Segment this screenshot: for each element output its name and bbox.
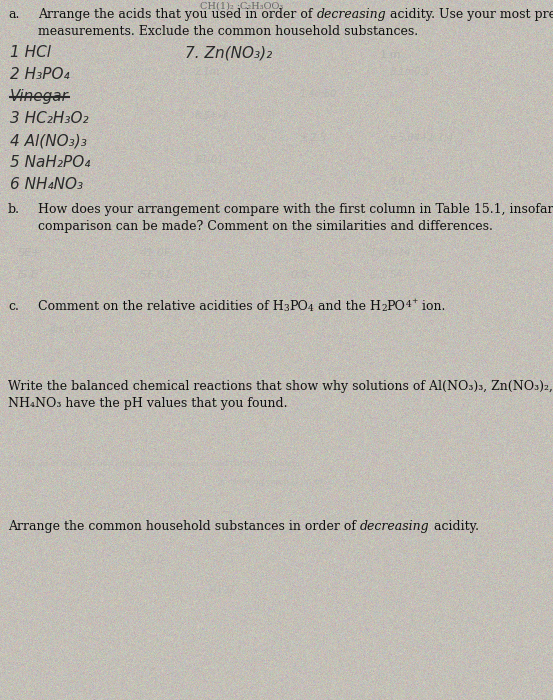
Text: 0.S: 0.S <box>290 270 308 280</box>
Text: 41.0: 41.0 <box>140 555 165 565</box>
Text: NH₄NO₃ have the pH values that you found.: NH₄NO₃ have the pH values that you found… <box>8 397 288 410</box>
Text: 2 H₃PO₄: 2 H₃PO₄ <box>10 67 70 82</box>
Text: JS E: JS E <box>18 270 39 280</box>
Text: c.: c. <box>8 300 19 313</box>
Text: 1.40.50: 1.40.50 <box>300 89 337 99</box>
Text: 9.0: 9.0 <box>390 177 405 187</box>
Text: decreasing: decreasing <box>316 8 386 21</box>
Text: How does your arrangement compare with the first column in Table 15.1, insofar a: How does your arrangement compare with t… <box>38 203 553 216</box>
Text: measurements. Exclude the common household substances.: measurements. Exclude the common househo… <box>38 25 418 38</box>
Text: comparison can be made? Comment on the similarities and differences.: comparison can be made? Comment on the s… <box>38 220 493 233</box>
Text: increasing ramp (1):5.0%: increasing ramp (1):5.0% <box>220 478 327 486</box>
Text: PO: PO <box>289 300 308 313</box>
Text: ±.2.5: ±.2.5 <box>300 133 327 143</box>
Text: 41.0F: 41.0F <box>140 248 171 258</box>
Text: 3: 3 <box>284 304 289 313</box>
Text: 4: 4 <box>405 300 411 309</box>
Text: 2.1m: 2.1m <box>195 67 220 77</box>
Text: 1 HCl: 1 HCl <box>10 45 51 60</box>
Text: Arrange the acids that you used in order of: Arrange the acids that you used in order… <box>38 8 316 21</box>
Text: bottom of this cell nos alline alluse aone-m of and Gi(NO₃) mbastno: bottom of this cell nos alline alluse ao… <box>18 460 302 468</box>
Text: 5 NaH₂PO₄: 5 NaH₂PO₄ <box>10 155 90 170</box>
Text: a.: a. <box>8 8 19 21</box>
Text: 1.4th-14: 1.4th-14 <box>370 248 411 258</box>
Text: 3 HC₂H₃O₂: 3 HC₂H₃O₂ <box>10 111 88 126</box>
Text: SE+: SE+ <box>18 248 41 258</box>
Text: c+: c+ <box>290 248 305 258</box>
Text: ion.: ion. <box>418 300 445 313</box>
Text: 4: 4 <box>308 304 314 313</box>
Text: Write the balanced chemical reactions that show why solutions of Al(NO₃)₃, Zn(NO: Write the balanced chemical reactions th… <box>8 380 553 393</box>
Text: decreasing: decreasing <box>360 520 430 533</box>
Text: b.: b. <box>8 203 20 216</box>
Text: SF 01: SF 01 <box>140 270 171 280</box>
Text: 6 NH₄NO₃: 6 NH₄NO₃ <box>10 177 83 192</box>
Text: 7. Zn(NO₃)₂: 7. Zn(NO₃)₂ <box>185 45 272 60</box>
Text: 4 Al(NO₃)₃: 4 Al(NO₃)₃ <box>10 133 87 148</box>
Text: +: + <box>411 297 418 305</box>
Text: and the H: and the H <box>314 300 381 313</box>
Text: G.1 54: G.1 54 <box>370 270 403 280</box>
Text: 8.5=-1: 8.5=-1 <box>195 111 228 121</box>
Text: 3.1m0.1: 3.1m0.1 <box>390 67 431 77</box>
Text: 1.m: 1.m <box>380 50 401 60</box>
Text: acidity.: acidity. <box>430 520 479 533</box>
Text: acidity. Use your most precise pH: acidity. Use your most precise pH <box>386 8 553 21</box>
Text: 4m-1014: 4m-1014 <box>50 325 94 335</box>
Text: 41.0: 41.0 <box>210 585 235 595</box>
Text: CH(1)₂ ·C₂H₃OO₃: CH(1)₂ ·C₂H₃OO₃ <box>200 2 283 11</box>
Text: 61-01: 61-01 <box>195 155 223 165</box>
Text: =5.04+1 1.4: =5.04+1 1.4 <box>390 133 453 143</box>
Text: Arrange the common household substances in order of: Arrange the common household substances … <box>8 520 360 533</box>
Text: PO: PO <box>387 300 405 313</box>
Text: Vinegar: Vinegar <box>10 89 69 104</box>
Text: Comment on the relative acidities of H: Comment on the relative acidities of H <box>38 300 284 313</box>
Text: 2: 2 <box>381 304 387 313</box>
